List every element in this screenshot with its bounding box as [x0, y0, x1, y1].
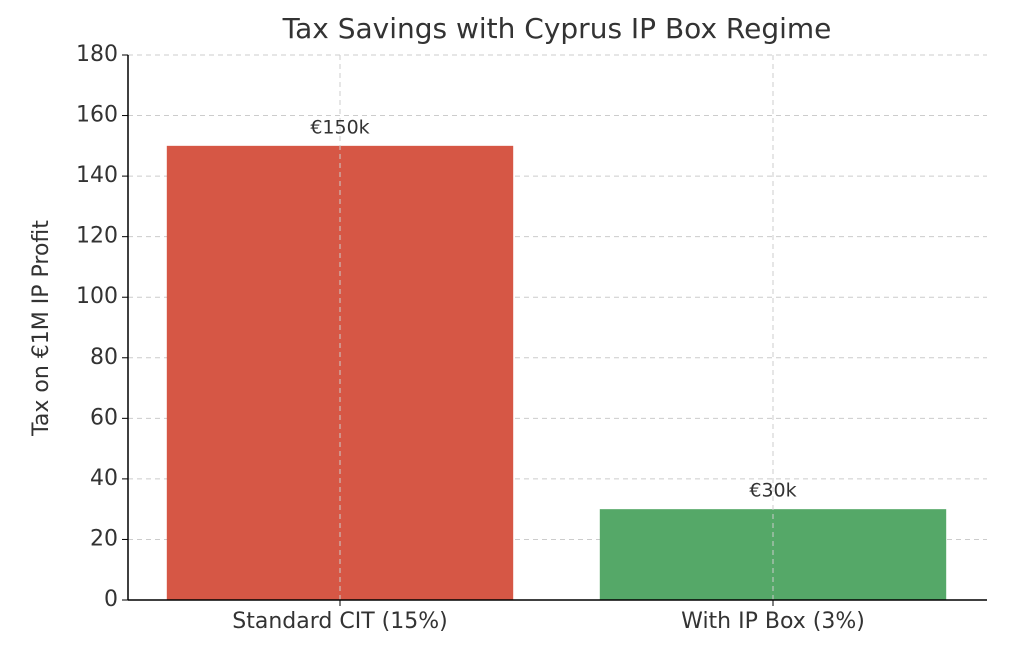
- y-axis-label: Tax on €1M IP Profit: [29, 220, 54, 437]
- y-tick-label: 60: [90, 405, 118, 430]
- y-tick-label: 160: [76, 103, 118, 128]
- y-tick-label: 80: [90, 345, 118, 370]
- y-tick-label: 140: [76, 163, 118, 188]
- y-tick-label: 120: [76, 224, 118, 249]
- value-label: €30k: [749, 480, 796, 502]
- x-tick-label: With IP Box (3%): [681, 609, 865, 634]
- y-tick-label: 20: [90, 526, 118, 551]
- y-tick-label: 40: [90, 466, 118, 491]
- value-label: €150k: [310, 116, 369, 138]
- y-tick-label: 100: [76, 284, 118, 309]
- x-tick-label: Standard CIT (15%): [232, 609, 447, 634]
- y-tick-label: 0: [104, 587, 118, 612]
- chart-title: Tax Savings with Cyprus IP Box Regime: [282, 12, 832, 45]
- y-tick-label: 180: [76, 42, 118, 67]
